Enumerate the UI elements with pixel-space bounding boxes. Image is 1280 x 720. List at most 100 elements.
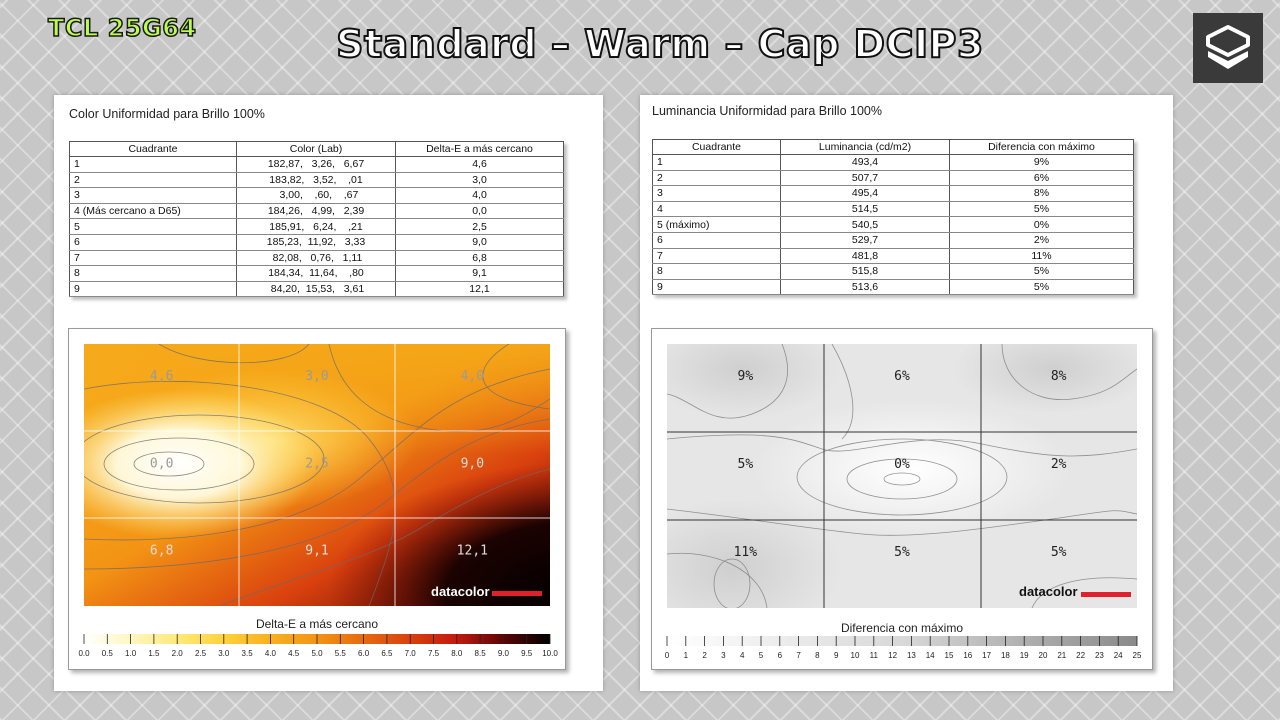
quadrant-cell: 3 — [652, 185, 781, 202]
brand-text: datacolor — [431, 584, 490, 599]
lab-color-cell: 183,82, 3,52, ,01 — [236, 172, 396, 189]
table-row: 6 529,7 2% — [652, 232, 1134, 249]
column-header: Luminancia (cd/m2) — [780, 139, 950, 155]
difference-cell: 11% — [949, 248, 1134, 265]
table-row: 2 183,82, 3,52, ,01 3,0 — [69, 172, 564, 189]
gray-scale-bar — [667, 636, 1137, 646]
quadrant-cell: 3 — [69, 187, 237, 204]
quadrant-value: 2,5 — [305, 456, 328, 471]
quadrant-value: 6,8 — [150, 544, 173, 559]
scale-label: 4.0 — [265, 649, 277, 658]
brand-text: datacolor — [1019, 584, 1078, 599]
scale-label: 6.0 — [358, 649, 370, 658]
contour-lines — [667, 344, 1137, 608]
luminance-heatmap: 9% 6% 8% 5% 0% 2% 11% 5% 5% datacolor Diferencia… — [665, 344, 1142, 660]
quadrant-value: 0% — [894, 457, 910, 472]
column-header: Color (Lab) — [236, 141, 396, 157]
difference-cell: 2% — [949, 232, 1134, 249]
difference-cell: 5% — [949, 263, 1134, 280]
scale-label: 6 — [778, 651, 783, 660]
lab-color-cell: 182,87, 3,26, 6,67 — [236, 156, 396, 173]
scale-label: 7.0 — [405, 649, 417, 658]
lab-color-cell: 82,08, 0,76, 1,11 — [236, 250, 396, 267]
luminance-heatmap-frame: 9% 6% 8% 5% 0% 2% 11% 5% 5% datacolor Diferencia… — [651, 328, 1153, 670]
table-row: 3 495,4 8% — [652, 185, 1134, 202]
table-row: 7 82,08, 0,76, 1,11 6,8 — [69, 250, 564, 267]
quadrant-value: 5% — [738, 457, 754, 472]
grid-lines — [667, 344, 1137, 608]
scale-label: 13 — [907, 651, 916, 660]
table-row: 6 185,23, 11,92, 3,33 9,0 — [69, 234, 564, 251]
scale-label: 23 — [1095, 651, 1104, 660]
lab-color-cell: 185,91, 6,24, ,21 — [236, 218, 396, 235]
scale-label: 25 — [1133, 651, 1142, 660]
table-row: 4 (Más cercano a D65) 184,26, 4,99, 2,39 0… — [69, 203, 564, 220]
scale-label: 3.0 — [218, 649, 230, 658]
table-row: 1 493,4 9% — [652, 154, 1134, 171]
quadrant-cell: 7 — [652, 248, 781, 265]
luminance-uniformity-title: Luminancia Uniformidad para Brillo 100% — [652, 104, 882, 118]
scale-label: 1.0 — [125, 649, 137, 658]
scale-label: 19 — [1020, 651, 1029, 660]
quadrant-cell: 2 — [69, 172, 237, 189]
quadrant-cell: 4 (Más cercano a D65) — [69, 203, 237, 220]
luminance-uniformity-panel: Luminancia Uniformidad para Brillo 100% … — [640, 95, 1173, 691]
difference-cell: 9% — [949, 154, 1134, 171]
quadrant-cell: 9 — [652, 279, 781, 296]
difference-cell: 5% — [949, 201, 1134, 218]
scale-label: 9.5 — [521, 649, 533, 658]
quadrant-value: 8% — [1051, 369, 1067, 384]
quadrant-value: 9% — [738, 369, 754, 384]
column-header: Cuadrante — [69, 141, 237, 157]
quadrant-cell: 4 — [652, 201, 781, 218]
luminance-cell: 513,6 — [780, 279, 950, 296]
quadrant-value: 11% — [734, 545, 758, 560]
map-label: Diferencia con máximo — [841, 621, 963, 635]
delta-e-cell: 4,6 — [395, 156, 564, 173]
luminance-cell: 540,5 — [780, 216, 950, 233]
luminance-cell: 495,4 — [780, 185, 950, 202]
quadrant-value: 9,1 — [305, 544, 328, 559]
table-row: 4 514,5 5% — [652, 201, 1134, 218]
table-row: 9 513,6 5% — [652, 279, 1134, 296]
delta-e-cell: 9,1 — [395, 265, 564, 282]
table-row: 3 3,00, ,60, ,67 4,0 — [69, 187, 564, 204]
grid-lines — [84, 344, 550, 606]
difference-cell: 5% — [949, 279, 1134, 296]
quadrant-value: 4,6 — [150, 369, 173, 384]
scale-label: 21 — [1057, 651, 1066, 660]
quadrant-cell: 7 — [69, 250, 237, 267]
map-label: Delta-E a más cercano — [256, 617, 378, 631]
scale-label: 9.0 — [498, 649, 510, 658]
quadrant-value: 2% — [1051, 457, 1067, 472]
luminance-uniformity-table: Cuadrante Luminancia (cd/m2) Diferencia … — [652, 139, 1134, 296]
scale-label: 7.5 — [428, 649, 440, 658]
color-uniformity-table: Cuadrante Color (Lab) Delta-E a más cerc… — [69, 141, 564, 298]
lab-color-cell: 184,26, 4,99, 2,39 — [236, 203, 396, 220]
scale-label: 2.5 — [195, 649, 207, 658]
scale-label: 5.0 — [311, 649, 323, 658]
quadrant-value: 4,0 — [461, 369, 484, 384]
scale-label: 8 — [815, 651, 820, 660]
scale-label: 4.5 — [288, 649, 300, 658]
scale-label: 17 — [982, 651, 991, 660]
table-row: 1 182,87, 3,26, 6,67 4,6 — [69, 156, 564, 173]
color-uniformity-panel: Color Uniformidad para Brillo 100% Cuadr… — [54, 95, 603, 691]
quadrant-value: 12,1 — [457, 544, 488, 559]
table-row: 8 515,8 5% — [652, 263, 1134, 280]
scale-label: 14 — [926, 651, 935, 660]
table-row: 5 185,91, 6,24, ,21 2,5 — [69, 218, 564, 235]
lab-color-cell: 3,00, ,60, ,67 — [236, 187, 396, 204]
scale-label: 15 — [945, 651, 954, 660]
scale-label: 10 — [851, 651, 860, 660]
quadrant-cell: 8 — [69, 265, 237, 282]
scale-label: 20 — [1039, 651, 1048, 660]
delta-e-cell: 6,8 — [395, 250, 564, 267]
delta-e-cell: 2,5 — [395, 218, 564, 235]
table-row: 9 84,20, 15,53, 3,61 12,1 — [69, 281, 564, 298]
scale-label: 0 — [665, 651, 670, 660]
luminance-cell: 507,7 — [780, 170, 950, 187]
quadrant-value: 3,0 — [305, 369, 328, 384]
scale-label: 12 — [888, 651, 897, 660]
channel-logo — [1193, 13, 1263, 83]
